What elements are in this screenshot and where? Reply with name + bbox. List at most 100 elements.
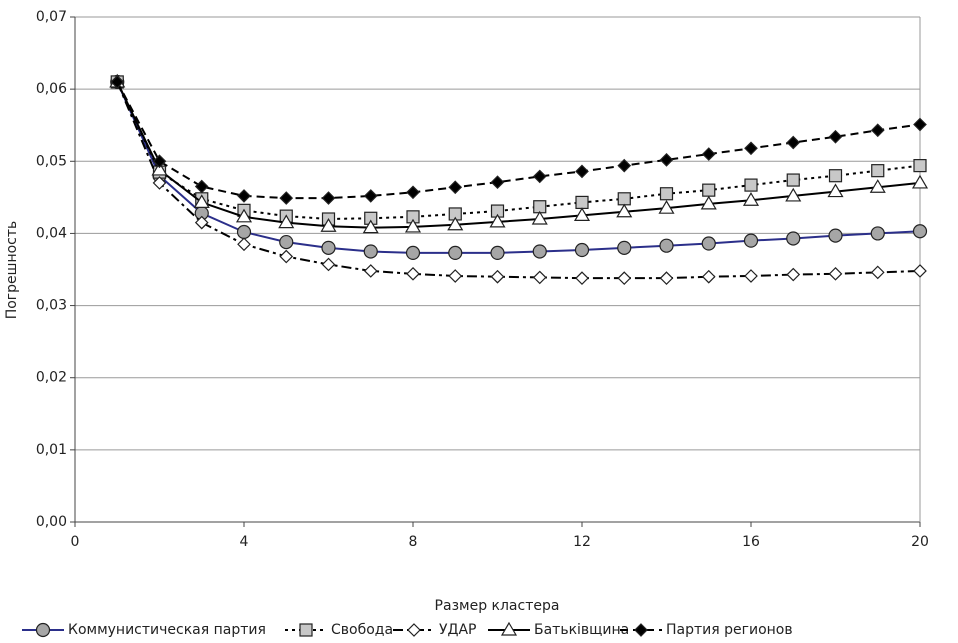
legend-label: Свобода xyxy=(331,622,393,638)
data-point xyxy=(321,240,336,255)
y-tick-label: 0,03 xyxy=(36,298,67,314)
data-point xyxy=(237,237,251,252)
data-point xyxy=(532,270,547,285)
data-point xyxy=(659,152,674,167)
data-point xyxy=(194,179,209,194)
data-point xyxy=(870,265,885,280)
data-point xyxy=(913,117,927,132)
data-point xyxy=(448,180,463,195)
legend-label: Коммунистическая партия xyxy=(68,622,266,638)
data-point xyxy=(743,233,759,248)
data-point xyxy=(828,129,843,144)
data-point xyxy=(616,203,633,218)
x-tick-label: 12 xyxy=(573,534,591,550)
data-point xyxy=(489,213,506,228)
data-point xyxy=(320,218,337,232)
data-point xyxy=(279,234,294,250)
legend-label: УДАР xyxy=(439,622,477,638)
data-point xyxy=(786,231,801,246)
data-point xyxy=(406,266,420,281)
legend-marker xyxy=(35,622,51,638)
data-point xyxy=(362,219,379,234)
data-point xyxy=(913,264,927,278)
data-point xyxy=(828,228,843,243)
legend-label: Батьківщина xyxy=(534,622,629,638)
x-tick-label: 8 xyxy=(409,534,418,550)
data-point xyxy=(194,215,209,230)
series-line xyxy=(116,81,921,280)
data-point xyxy=(828,266,843,281)
data-point xyxy=(575,164,589,179)
data-point xyxy=(448,269,463,283)
data-point xyxy=(573,207,591,221)
data-point xyxy=(870,226,885,241)
x-axis-label: Размер кластера xyxy=(435,598,560,614)
series-line xyxy=(116,81,921,229)
y-tick-label: 0,01 xyxy=(36,442,67,458)
data-point xyxy=(701,236,716,251)
y-tick-label: 0,06 xyxy=(36,81,67,97)
data-point xyxy=(406,185,420,200)
data-point xyxy=(490,175,505,190)
data-point xyxy=(237,189,251,203)
data-point xyxy=(744,178,758,192)
data-point xyxy=(363,244,378,259)
data-point xyxy=(870,123,885,138)
legend-label: Партия регионов xyxy=(666,622,793,638)
data-point xyxy=(447,216,464,231)
data-point xyxy=(617,192,631,206)
data-point xyxy=(785,187,802,202)
data-point xyxy=(193,194,210,209)
series-line xyxy=(116,81,921,221)
y-tick-label: 0,02 xyxy=(36,370,67,386)
data-point xyxy=(659,271,674,286)
data-point xyxy=(659,187,674,201)
data-point xyxy=(912,224,928,239)
data-point xyxy=(448,245,463,261)
x-tick-label: 20 xyxy=(911,534,929,550)
data-point xyxy=(786,173,800,187)
legend-marker xyxy=(299,623,313,637)
data-point xyxy=(278,214,295,229)
y-axis-label: Погрешность xyxy=(4,221,20,320)
data-point xyxy=(869,179,886,193)
data-point xyxy=(152,154,167,169)
data-point xyxy=(700,195,717,210)
data-point xyxy=(786,267,801,282)
y-tick-label: 0,00 xyxy=(36,514,67,530)
x-tick-label: 4 xyxy=(240,534,249,550)
series-line xyxy=(116,81,921,200)
data-point xyxy=(235,208,253,223)
data-point xyxy=(236,224,252,240)
y-tick-label: 0,05 xyxy=(36,153,67,169)
data-point xyxy=(575,195,589,210)
data-point xyxy=(405,245,421,261)
data-point xyxy=(617,271,632,286)
data-point xyxy=(279,249,294,264)
y-tick-label: 0,04 xyxy=(36,225,67,241)
legend-marker xyxy=(500,621,518,636)
legend-marker xyxy=(407,623,421,637)
data-point xyxy=(744,141,758,156)
data-point xyxy=(702,183,716,197)
data-point xyxy=(363,264,378,278)
data-point xyxy=(828,169,843,183)
legend-marker xyxy=(634,623,648,637)
data-point xyxy=(531,210,548,225)
data-point xyxy=(490,269,505,284)
data-point xyxy=(617,240,632,255)
data-point xyxy=(913,159,927,173)
data-point xyxy=(827,183,844,198)
data-point xyxy=(701,147,716,161)
data-point xyxy=(151,161,168,176)
data-point xyxy=(279,191,294,205)
series-line xyxy=(116,81,921,254)
data-point xyxy=(532,244,547,259)
data-point xyxy=(871,164,885,178)
data-point xyxy=(617,158,632,173)
data-point xyxy=(490,245,505,261)
data-point xyxy=(742,192,760,206)
data-point xyxy=(321,191,336,205)
